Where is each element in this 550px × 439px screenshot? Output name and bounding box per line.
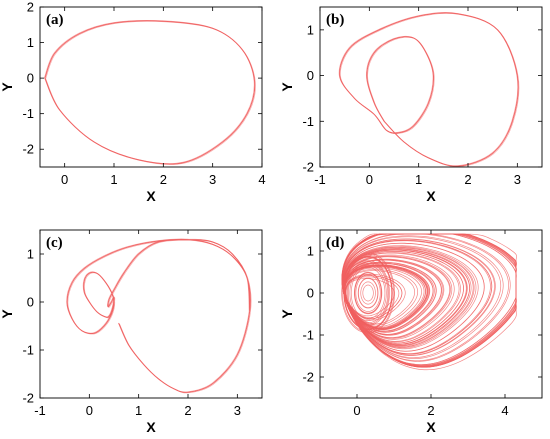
y-tick-label: -2 bbox=[22, 142, 34, 157]
series-line bbox=[354, 272, 382, 314]
x-tick-label: 3 bbox=[234, 403, 241, 418]
plot-area bbox=[44, 20, 256, 165]
axes-frame bbox=[39, 6, 263, 168]
plot-area bbox=[341, 233, 517, 371]
y-tick-label: -2 bbox=[302, 370, 314, 385]
series-line bbox=[44, 20, 255, 164]
y-axis-label: Y bbox=[279, 82, 295, 92]
panel-label: (a) bbox=[46, 12, 64, 28]
y-tick-label: 2 bbox=[27, 0, 34, 15]
y-axis-label: Y bbox=[0, 82, 15, 92]
series-line bbox=[339, 12, 519, 167]
x-tick-label: 2 bbox=[427, 403, 434, 418]
series-line bbox=[340, 13, 520, 167]
series-line bbox=[348, 262, 389, 324]
x-axis-label: X bbox=[146, 188, 156, 204]
y-tick-label: 0 bbox=[27, 295, 34, 310]
series-line bbox=[45, 21, 256, 165]
y-tick-label: -1 bbox=[22, 343, 34, 358]
x-tick-label: 1 bbox=[110, 172, 117, 187]
series-line bbox=[343, 256, 393, 330]
x-tick-label: 0 bbox=[353, 403, 360, 418]
series-line bbox=[344, 256, 393, 330]
series-line bbox=[355, 274, 381, 312]
x-tick-label: 4 bbox=[258, 172, 265, 187]
x-tick-label: -1 bbox=[314, 172, 326, 187]
x-tick-label: 3 bbox=[209, 172, 216, 187]
x-tick-label: 2 bbox=[160, 172, 167, 187]
series-line bbox=[346, 260, 390, 326]
series-line bbox=[67, 239, 252, 394]
y-axis-label: Y bbox=[0, 309, 15, 319]
y-tick-label: 1 bbox=[27, 247, 34, 262]
series-line bbox=[362, 284, 374, 302]
y-tick-label: -1 bbox=[302, 328, 314, 343]
series-line bbox=[347, 261, 390, 325]
x-tick-label: 0 bbox=[86, 403, 93, 418]
y-tick-label: 1 bbox=[307, 22, 314, 37]
x-tick-label: 0 bbox=[61, 172, 68, 187]
x-tick-label: 0 bbox=[366, 172, 373, 187]
series-line bbox=[358, 278, 379, 308]
series-line bbox=[338, 12, 518, 166]
series-line bbox=[342, 253, 395, 333]
x-axis-label: X bbox=[426, 188, 436, 204]
x-tick-label: 2 bbox=[184, 403, 191, 418]
series-line bbox=[350, 267, 386, 319]
series-line bbox=[349, 265, 387, 321]
axes-frame bbox=[39, 229, 263, 399]
y-tick-label: 0 bbox=[307, 68, 314, 83]
plot-area bbox=[338, 12, 520, 167]
y-tick-label: -1 bbox=[302, 114, 314, 129]
series-line bbox=[344, 265, 427, 329]
y-tick-label: 1 bbox=[307, 244, 314, 259]
x-tick-label: 1 bbox=[415, 172, 422, 187]
y-tick-label: -1 bbox=[22, 106, 34, 121]
panel-label: (d) bbox=[326, 235, 344, 251]
axes-frame bbox=[319, 6, 543, 168]
x-tick-label: 4 bbox=[501, 403, 508, 418]
chart-panel: 0 2 4 -2 -1 0 1 X Y (d) bbox=[279, 229, 543, 435]
plot-area bbox=[66, 238, 252, 394]
x-tick-label: 2 bbox=[464, 172, 471, 187]
y-tick-label: -2 bbox=[302, 160, 314, 175]
x-tick-label: 3 bbox=[514, 172, 521, 187]
x-tick-label: -1 bbox=[34, 403, 46, 418]
panel-label: (b) bbox=[326, 12, 344, 28]
x-axis-label: X bbox=[426, 419, 436, 435]
y-tick-label: -2 bbox=[22, 391, 34, 406]
panel-label: (c) bbox=[46, 235, 63, 251]
series-line bbox=[341, 252, 395, 334]
y-tick-label: 0 bbox=[27, 71, 34, 86]
y-tick-label: 1 bbox=[27, 35, 34, 50]
x-tick-label: 1 bbox=[135, 403, 142, 418]
y-axis-label: Y bbox=[279, 309, 295, 319]
y-tick-label: 0 bbox=[307, 286, 314, 301]
series-line bbox=[66, 238, 251, 393]
x-axis-label: X bbox=[146, 419, 156, 435]
series-line bbox=[360, 281, 376, 305]
